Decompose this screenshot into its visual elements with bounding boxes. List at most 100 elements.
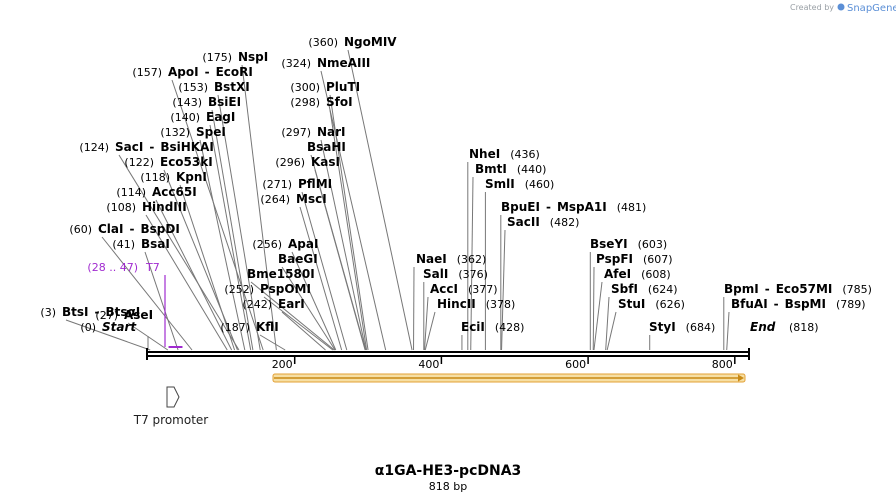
leader-line — [329, 94, 369, 351]
site-msci[interactable]: MscI (264) — [260, 192, 343, 351]
name-separator: - — [765, 282, 770, 296]
site-pflmi[interactable]: PflMI (271) — [262, 177, 348, 351]
site-position: (482) — [550, 216, 580, 229]
site-clai[interactable]: ClaI - BspDI(60) — [69, 222, 193, 351]
site-bsiei[interactable]: BsiEI (143) — [172, 95, 254, 351]
leader-line — [470, 176, 474, 351]
site-position: (378) — [486, 298, 516, 311]
site-bfuai[interactable]: BfuAI - BspMI (789) — [726, 297, 866, 351]
site-bme1580i[interactable]: Bme1580I — [247, 267, 335, 351]
site-position: (298) — [290, 96, 320, 109]
site-sacii[interactable]: SacII (482) — [501, 215, 580, 351]
site-bpmi[interactable]: BpmI - Eco57MI (785) — [723, 282, 872, 350]
site-apai[interactable]: ApaI (256) — [252, 237, 337, 351]
site-pspfi[interactable]: PspFI (607) — [592, 252, 673, 351]
site-position: (187) — [220, 321, 250, 334]
site-pluti[interactable]: PluTI (300) — [290, 80, 369, 351]
site-position: (362) — [457, 253, 487, 266]
site-position: (242) — [242, 298, 272, 311]
enzyme-name-alt: MspA1I — [557, 200, 607, 214]
enzyme-name-alt: EcoRI — [216, 65, 253, 79]
enzyme-name: ApaI — [288, 237, 318, 251]
feature-t7-promoter[interactable]: T7 promoter — [133, 386, 209, 427]
site-sfoi[interactable]: SfoI (298) — [290, 95, 368, 351]
site-baegi[interactable]: BaeGI — [278, 252, 336, 351]
site-position: (324) — [281, 57, 311, 70]
site-nhei[interactable]: NheI (436) — [467, 147, 540, 350]
site-kpni[interactable]: KpnI (118) — [140, 170, 236, 351]
enzyme-name: ApoI — [168, 65, 199, 79]
site-asei[interactable]: AseI (27) — [95, 308, 169, 351]
site-pspomi[interactable]: PspOMI (252) — [224, 282, 334, 351]
enzyme-name: NaeI — [416, 252, 447, 266]
enzyme-name: KasI — [311, 155, 340, 169]
site-sbfi[interactable]: SbfI (624) — [605, 282, 678, 351]
site-position: (124) — [79, 141, 109, 154]
enzyme-name: AfeI — [604, 267, 631, 281]
enzyme-name: PspFI — [596, 252, 633, 266]
site-bmti[interactable]: BmtI (440) — [470, 162, 547, 351]
leader-line — [163, 169, 238, 351]
feature-label: T7 promoter — [133, 413, 209, 427]
site-apoi[interactable]: ApoI - EcoRI(157) — [132, 65, 264, 351]
tick-label: 800 — [712, 358, 733, 371]
enzyme-name: Bme1580I — [247, 267, 315, 281]
enzyme-name: HindIII — [142, 200, 187, 214]
enzyme-name: NarI — [317, 125, 346, 139]
enzyme-name: PspOMI — [260, 282, 311, 296]
site-acci[interactable]: AccI (377) — [424, 282, 498, 351]
site-eari[interactable]: EarI (242) — [242, 297, 326, 351]
site-naei[interactable]: NaeI (362) — [413, 252, 487, 351]
enzyme-name: Acc65I — [152, 185, 197, 199]
site-afei[interactable]: AfeI (608) — [593, 267, 671, 351]
site-position: (252) — [224, 283, 254, 296]
leader-line — [606, 311, 617, 351]
leader-line — [291, 251, 337, 351]
site-bseyi[interactable]: BseYI (603) — [589, 237, 667, 350]
enzyme-name: PluTI — [326, 80, 360, 94]
site-btsi[interactable]: BtsI - BtsαI (3) — [40, 305, 151, 351]
site-nmeaiii[interactable]: NmeAIII (324) — [281, 56, 387, 351]
site-bsai[interactable]: BsaI (41) — [112, 237, 179, 351]
leader-line — [605, 296, 610, 351]
site-saci[interactable]: SacI - BsiHKAI(124) — [79, 140, 240, 351]
orf-arrow[interactable] — [272, 373, 746, 383]
site-stui[interactable]: StuI (626) — [606, 297, 685, 351]
site-hincii[interactable]: HincII (378) — [424, 297, 516, 351]
enzyme-name-alt: BspMI — [785, 297, 826, 311]
site-bstxi[interactable]: BstXI (153) — [178, 80, 261, 351]
site-position: (626) — [655, 298, 685, 311]
site-smli[interactable]: SmlI (460) — [484, 177, 554, 350]
enzyme-name: BfuAI — [731, 297, 768, 311]
site-ngomiv[interactable]: NgoMIV (360) — [308, 35, 413, 351]
site-kfli[interactable]: KflI (187) — [220, 320, 286, 351]
site-sali[interactable]: SalI (376) — [423, 267, 488, 350]
site-styi[interactable]: StyI (684) — [649, 320, 715, 350]
sequence-backbone — [146, 348, 750, 360]
enzyme-name: BtsI — [62, 305, 89, 319]
primer-position: (28 .. 47) — [87, 261, 138, 274]
site-bpuei[interactable]: BpuEI - MspA1I (481) — [500, 200, 647, 350]
site-position: (297) — [281, 126, 311, 139]
enzyme-name: BsiEI — [208, 95, 241, 109]
site-nari[interactable]: NarI (297) — [281, 125, 367, 351]
tick-label: 400 — [418, 358, 439, 371]
site-hindiii[interactable]: HindIII (108) — [106, 200, 228, 351]
site-acc65i[interactable]: Acc65I (114) — [116, 185, 233, 351]
enzyme-name: ClaI — [98, 222, 123, 236]
enzyme-name: BpmI — [724, 282, 759, 296]
site-position: (440) — [517, 163, 547, 176]
site-position: (785) — [842, 283, 872, 296]
name-separator: - — [149, 140, 154, 154]
site-eco53ki[interactable]: Eco53kI (122) — [124, 155, 238, 351]
site-position: (108) — [106, 201, 136, 214]
site-eagi[interactable]: EagI (140) — [170, 110, 252, 351]
site-spei[interactable]: SpeI (132) — [160, 125, 246, 351]
leader-line — [726, 311, 730, 351]
site-kasi[interactable]: KasI (296) — [275, 155, 366, 351]
enzyme-name: SmlI — [485, 177, 515, 191]
site-ecii[interactable]: EciI (428) — [461, 320, 524, 350]
primer-t7[interactable]: (28 .. 47) T7 — [87, 261, 183, 348]
enzyme-name: KpnI — [176, 170, 207, 184]
